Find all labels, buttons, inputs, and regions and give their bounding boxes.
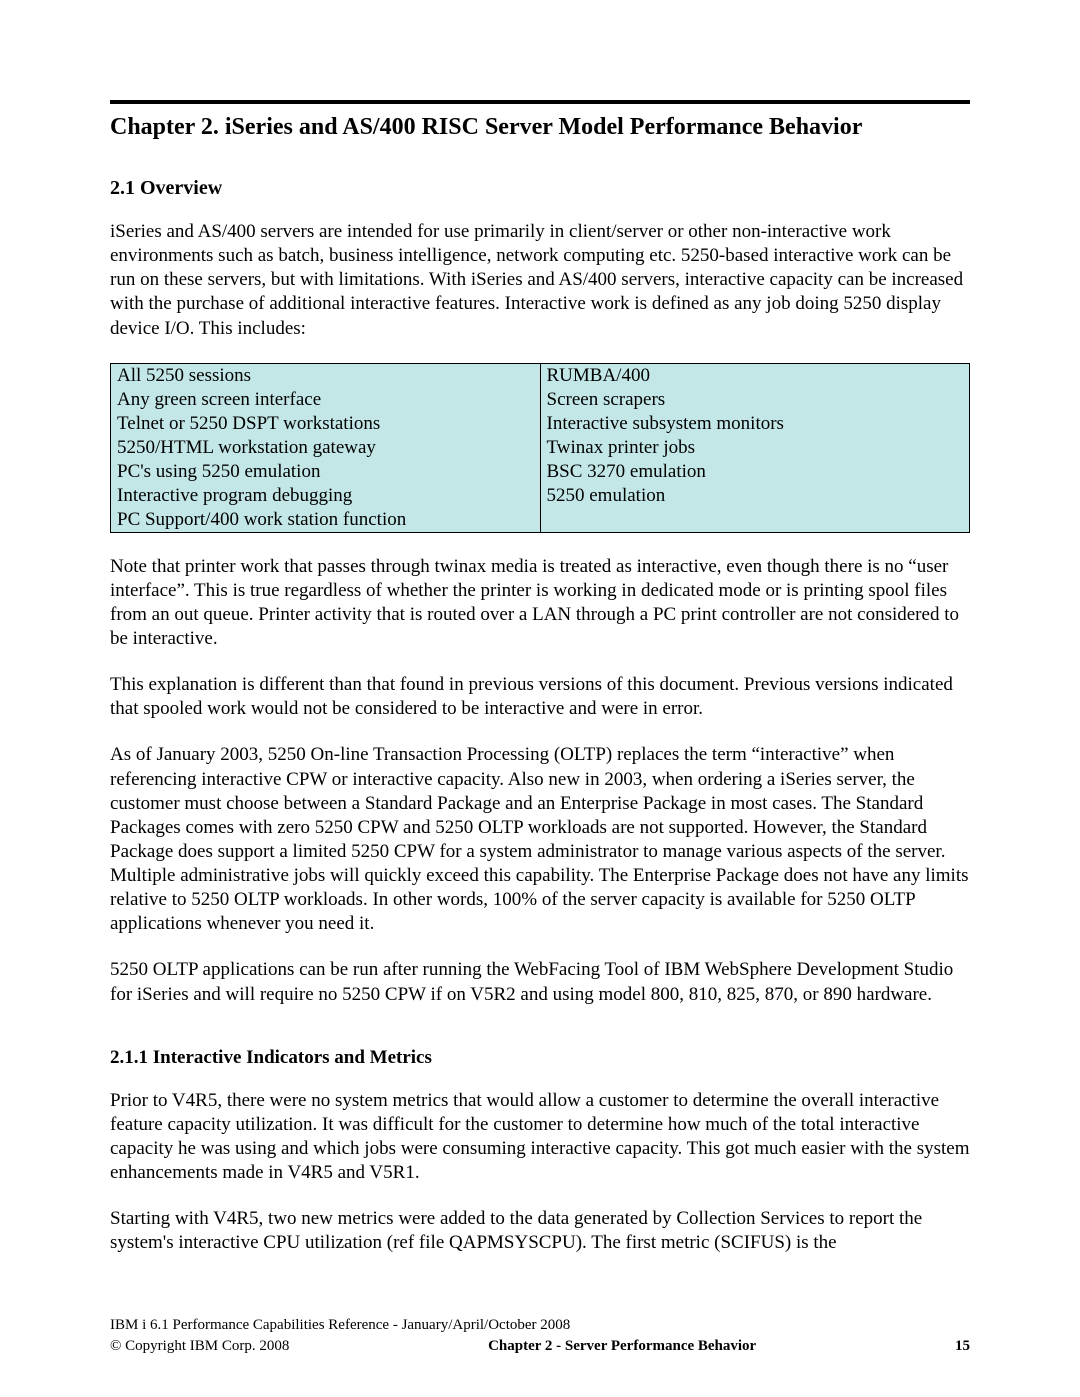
table-cell: Telnet or 5250 DSPT workstations	[111, 412, 541, 436]
table-row: PC's using 5250 emulationBSC 3270 emulat…	[111, 460, 970, 484]
table-row: All 5250 sessionsRUMBA/400	[111, 363, 970, 388]
paragraph-printer-note: Note that printer work that passes throu…	[110, 555, 970, 652]
footer-page-number: 15	[955, 1338, 970, 1355]
paragraph-oltp: As of January 2003, 5250 On-line Transac…	[110, 743, 970, 936]
footer-copyright: © Copyright IBM Corp. 2008	[110, 1338, 289, 1355]
table-cell: RUMBA/400	[540, 363, 970, 388]
table-cell: 5250 emulation	[540, 484, 970, 508]
paragraph-webfacing: 5250 OLTP applications can be run after …	[110, 958, 970, 1006]
table-cell: Twinax printer jobs	[540, 436, 970, 460]
table-cell: 5250/HTML workstation gateway	[111, 436, 541, 460]
table-cell: Screen scrapers	[540, 388, 970, 412]
table-row: Any green screen interfaceScreen scraper…	[111, 388, 970, 412]
top-rule	[110, 100, 970, 104]
table-row: 5250/HTML workstation gatewayTwinax prin…	[111, 436, 970, 460]
footer-center-title: Chapter 2 - Server Performance Behavior	[488, 1338, 756, 1355]
footer-reference: IBM i 6.1 Performance Capabilities Refer…	[110, 1317, 970, 1334]
section-title: 2.1 Overview	[110, 177, 970, 200]
table-cell: PC Support/400 work station function	[111, 508, 541, 533]
chapter-title: Chapter 2. iSeries and AS/400 RISC Serve…	[110, 114, 970, 141]
paragraph-intro: iSeries and AS/400 servers are intended …	[110, 220, 970, 341]
document-page: Chapter 2. iSeries and AS/400 RISC Serve…	[0, 0, 1080, 1397]
table-cell: Interactive program debugging	[111, 484, 541, 508]
table-cell: Interactive subsystem monitors	[540, 412, 970, 436]
table-cell: All 5250 sessions	[111, 363, 541, 388]
table-row: PC Support/400 work station function	[111, 508, 970, 533]
paragraph-explanation-diff: This explanation is different than that …	[110, 673, 970, 721]
paragraph-metrics-v4r5: Starting with V4R5, two new metrics were…	[110, 1207, 970, 1255]
table-cell	[540, 508, 970, 533]
subsection-title: 2.1.1 Interactive Indicators and Metrics	[110, 1047, 970, 1069]
table-row: Interactive program debugging5250 emulat…	[111, 484, 970, 508]
table-cell: PC's using 5250 emulation	[111, 460, 541, 484]
paragraph-metrics-prior: Prior to V4R5, there were no system metr…	[110, 1089, 970, 1186]
interactive-work-table: All 5250 sessionsRUMBA/400Any green scre…	[110, 363, 970, 533]
table-row: Telnet or 5250 DSPT workstationsInteract…	[111, 412, 970, 436]
page-footer: IBM i 6.1 Performance Capabilities Refer…	[110, 1317, 970, 1355]
table-cell: BSC 3270 emulation	[540, 460, 970, 484]
table-cell: Any green screen interface	[111, 388, 541, 412]
